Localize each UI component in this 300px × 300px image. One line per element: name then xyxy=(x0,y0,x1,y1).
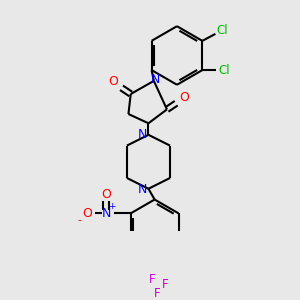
Text: N: N xyxy=(151,73,160,86)
Text: O: O xyxy=(101,188,111,201)
Text: F: F xyxy=(162,278,169,291)
Text: N: N xyxy=(138,128,147,141)
Text: -: - xyxy=(78,215,82,225)
Text: F: F xyxy=(154,287,160,300)
Text: Cl: Cl xyxy=(217,23,228,37)
Text: N: N xyxy=(101,207,111,220)
Text: Cl: Cl xyxy=(218,64,230,76)
Text: N: N xyxy=(138,183,147,196)
Text: O: O xyxy=(108,75,118,88)
Text: F: F xyxy=(149,273,156,286)
Text: O: O xyxy=(82,207,92,220)
Text: O: O xyxy=(180,91,190,103)
Text: +: + xyxy=(108,202,115,211)
